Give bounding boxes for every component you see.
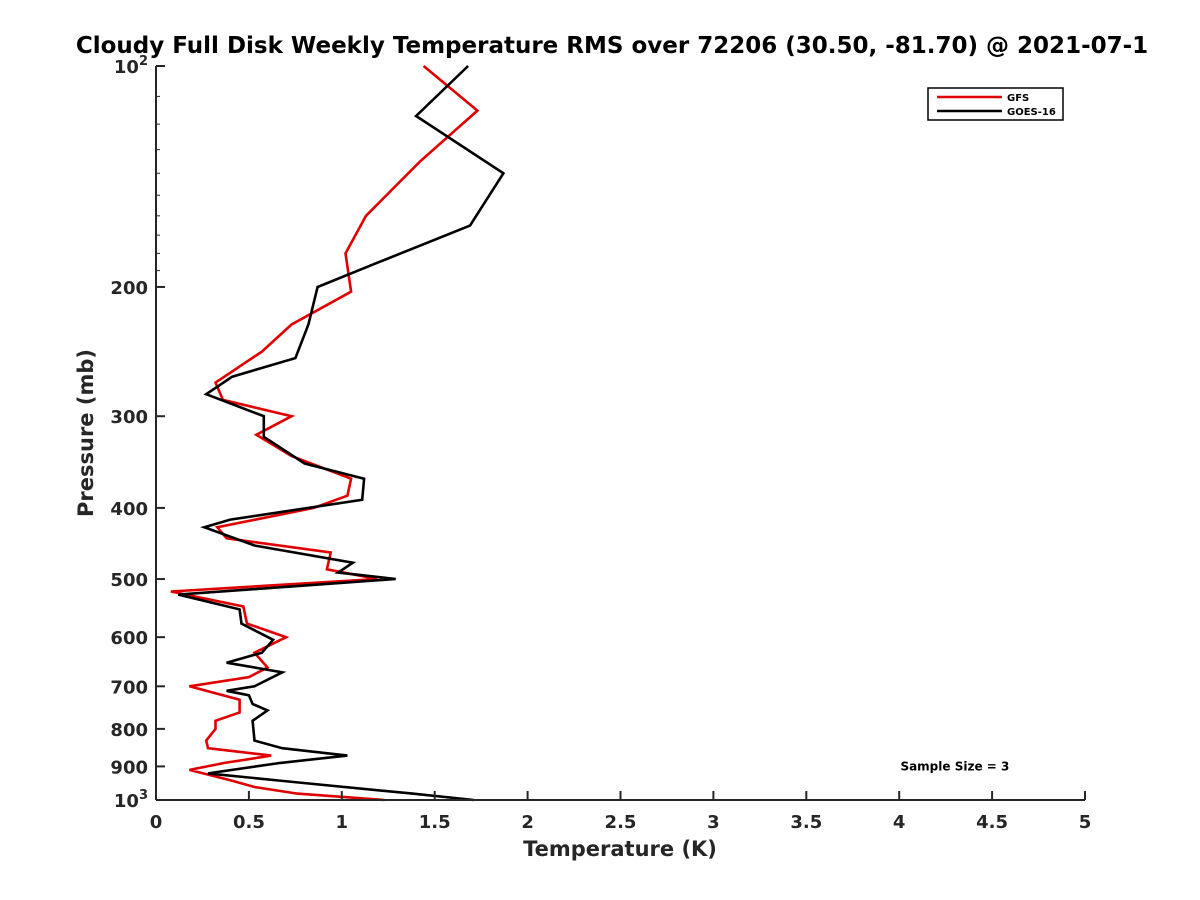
y-tick-label: 500 [110, 570, 148, 591]
sample-size-annotation: Sample Size = 3 [900, 759, 1009, 773]
y-tick-label: 400 [110, 499, 148, 520]
y-tick-label: 102 [114, 54, 148, 78]
axes-layer [155, 66, 1085, 801]
x-tick-label: 0 [150, 812, 163, 833]
x-tick-label: 2 [521, 812, 534, 833]
x-tick-label: 3 [707, 812, 720, 833]
y-tick-label: 700 [110, 677, 148, 698]
x-tick-label: 1 [336, 812, 349, 833]
x-tick-label: 4.5 [976, 812, 1008, 833]
y-tick-label: 103 [114, 788, 148, 812]
x-tick-label: 2.5 [605, 812, 637, 833]
y-tick-label: 600 [110, 628, 148, 649]
legend-label-gfs: GFS [1007, 93, 1029, 104]
y-axis-label: Pressure (mb) [74, 349, 98, 517]
ticks-layer: 0 0.5 1 1.5 2 2.5 3 3.5 4 4.5 5 102 200 300 400 500 600 7… [110, 54, 1091, 833]
y-tick-label: 800 [110, 720, 148, 741]
series-line-gfs [170, 64, 480, 802]
legend-label-goes16: GOES-16 [1007, 107, 1056, 118]
x-tick-label: 4 [893, 812, 906, 833]
series-line-goes-16 [177, 65, 506, 802]
x-axis-label: Temperature (K) [523, 837, 717, 861]
y-tick-label: 200 [110, 278, 148, 299]
x-tick-label: 3.5 [790, 812, 822, 833]
x-tick-label: 5 [1079, 812, 1092, 833]
y-tick-label: 300 [110, 407, 148, 428]
series-layer [170, 64, 506, 802]
y-tick-label: 900 [110, 757, 148, 778]
legend-box [927, 87, 1064, 121]
legend: GFS GOES-16 [927, 87, 1064, 121]
x-tick-label: 0.5 [233, 812, 265, 833]
x-tick-label: 1.5 [419, 812, 451, 833]
chart-title: Cloudy Full Disk Weekly Temperature RMS … [76, 33, 1148, 59]
